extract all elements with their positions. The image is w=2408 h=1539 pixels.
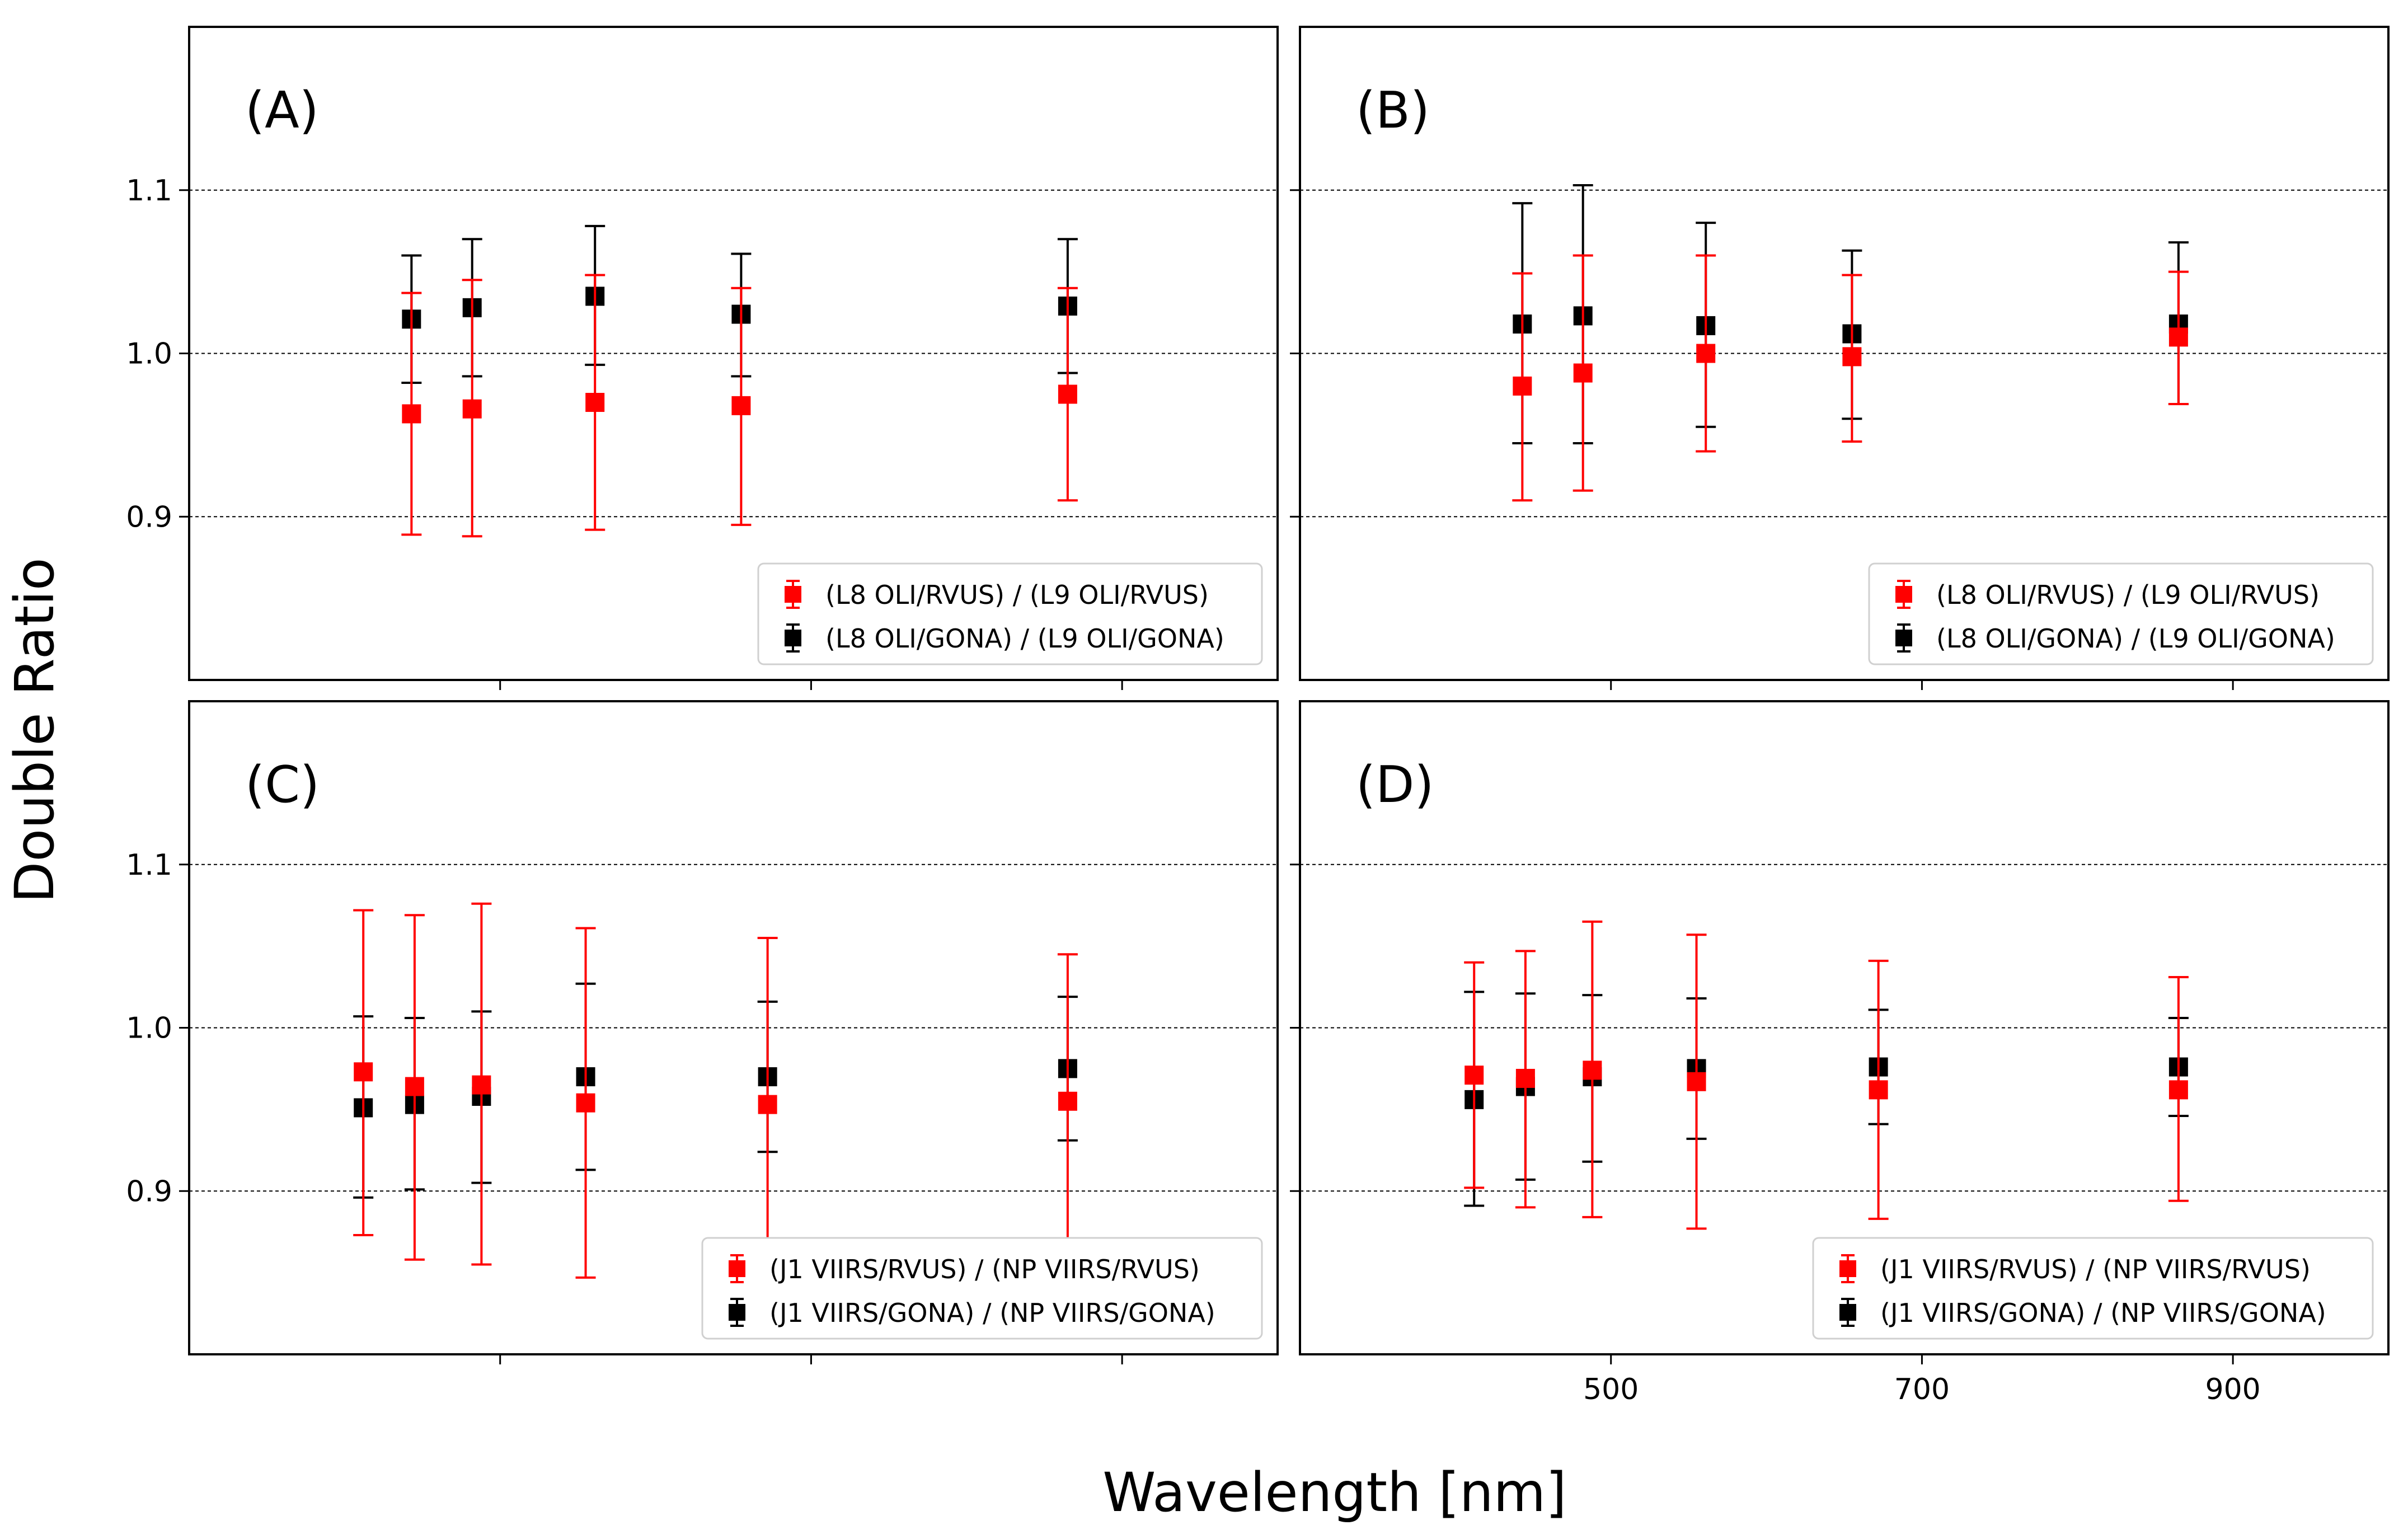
series-black bbox=[1464, 991, 2189, 1207]
legend-box bbox=[701, 1237, 1263, 1340]
legend-marker bbox=[729, 1260, 745, 1277]
data-point bbox=[1058, 1091, 1077, 1111]
y-tick-label: 1.1 bbox=[126, 848, 172, 882]
panel-3: 0.9 1.0 1.1 (C) (J1 VIIRS/RVUS) / (NP VIIRS/… bbox=[126, 700, 1279, 1364]
panel-label: (A) bbox=[245, 81, 319, 140]
legend-entry: (J1 VIIRS/GONA) / (NP VIIRS/GONA) bbox=[769, 1298, 1215, 1328]
series-red bbox=[1512, 254, 2189, 502]
data-point bbox=[472, 1075, 491, 1095]
panel-label: (C) bbox=[245, 756, 320, 814]
data-point bbox=[405, 1077, 424, 1096]
legend: (J1 VIIRS/RVUS) / (NP VIIRS/RVUS) (J1 VII… bbox=[701, 1237, 1263, 1340]
data-point bbox=[758, 1095, 777, 1114]
legend-box bbox=[757, 562, 1263, 665]
data-point bbox=[354, 1062, 373, 1082]
x-tick-label: 700 bbox=[1894, 1373, 1950, 1406]
series-red bbox=[1464, 920, 2189, 1230]
data-point bbox=[2168, 327, 2188, 347]
legend-entry: (L8 OLI/GONA) / (L9 OLI/GONA) bbox=[825, 623, 1224, 654]
data-point bbox=[2168, 1080, 2188, 1100]
legend-entry: (L8 OLI/RVUS) / (L9 OLI/RVUS) bbox=[825, 580, 1209, 610]
data-point bbox=[1583, 1061, 1602, 1080]
series-red bbox=[353, 902, 1078, 1279]
data-point bbox=[1696, 344, 1716, 363]
series-black bbox=[353, 982, 1078, 1199]
legend-box bbox=[1868, 562, 2374, 665]
legend: (L8 OLI/RVUS) / (L9 OLI/RVUS) (L8 OLI/GON… bbox=[757, 562, 1263, 665]
panels: 0.9 1.0 1.1 (A) (L8 OLI/RVUS) / (L9 OLI/RVUS… bbox=[126, 26, 2390, 1406]
data-point bbox=[1687, 1072, 1706, 1091]
y-axis-label: Double Ratio bbox=[3, 557, 66, 903]
legend-marker bbox=[1839, 1304, 1856, 1321]
y-tick-label: 1.0 bbox=[126, 1012, 172, 1045]
legend-box bbox=[1812, 1237, 2374, 1340]
y-tick-label: 0.9 bbox=[126, 500, 172, 534]
data-point bbox=[576, 1093, 595, 1113]
x-tick-label: 500 bbox=[1583, 1373, 1639, 1406]
data-point bbox=[1573, 363, 1593, 383]
y-tick-label: 0.9 bbox=[126, 1175, 172, 1208]
panel-2: (B)(L8 OLI/RVUS) / (L9 OLI/RVUS)(L8 OLI/… bbox=[1290, 26, 2390, 690]
legend: (J1 VIIRS/RVUS) / (NP VIIRS/RVUS) (J1 VII… bbox=[1812, 1237, 2374, 1340]
legend-marker bbox=[1895, 586, 1912, 603]
data-point bbox=[1842, 347, 1862, 367]
y-tick-label: 1.0 bbox=[126, 337, 172, 371]
panel-1: 0.9 1.0 1.1 (A) (L8 OLI/RVUS) / (L9 OLI/RVUS… bbox=[126, 26, 1279, 690]
panel-label: (B) bbox=[1356, 81, 1430, 140]
panel-label: (D) bbox=[1356, 756, 1434, 814]
legend-marker bbox=[1895, 630, 1912, 646]
x-axis-label: Wavelength [nm] bbox=[1102, 1461, 1566, 1524]
y-tick-label: 1.1 bbox=[126, 174, 172, 208]
data-point bbox=[731, 396, 751, 415]
legend-marker bbox=[785, 586, 801, 603]
data-point bbox=[1058, 384, 1077, 404]
panel-4: 500 700 900 (D) (J1 VIIRS/RVUS) / (NP VIIRS/… bbox=[1290, 700, 2390, 1406]
series-black bbox=[1512, 184, 2189, 444]
legend: (L8 OLI/RVUS) / (L9 OLI/RVUS) (L8 OLI/GON… bbox=[1868, 562, 2374, 665]
series-black bbox=[401, 224, 1078, 384]
data-point bbox=[1464, 1066, 1484, 1085]
legend-entry: (L8 OLI/RVUS) / (L9 OLI/RVUS) bbox=[1936, 580, 2320, 610]
legend-entry: (J1 VIIRS/RVUS) / (NP VIIRS/RVUS) bbox=[769, 1254, 1200, 1284]
legend-marker bbox=[729, 1304, 745, 1321]
data-point bbox=[1515, 1068, 1535, 1088]
data-point bbox=[1869, 1080, 1888, 1100]
legend-marker bbox=[1839, 1260, 1856, 1277]
data-point bbox=[585, 393, 605, 412]
legend-entry: (L8 OLI/GONA) / (L9 OLI/GONA) bbox=[1936, 623, 2335, 654]
data-point bbox=[1513, 376, 1532, 396]
legend-entry: (J1 VIIRS/RVUS) / (NP VIIRS/RVUS) bbox=[1880, 1254, 2311, 1284]
series-red bbox=[401, 274, 1078, 538]
legend-entry: (J1 VIIRS/GONA) / (NP VIIRS/GONA) bbox=[1880, 1298, 2326, 1328]
data-point bbox=[402, 404, 421, 424]
legend-marker bbox=[785, 630, 801, 646]
data-point bbox=[462, 399, 482, 419]
x-tick-label: 900 bbox=[2205, 1373, 2261, 1406]
